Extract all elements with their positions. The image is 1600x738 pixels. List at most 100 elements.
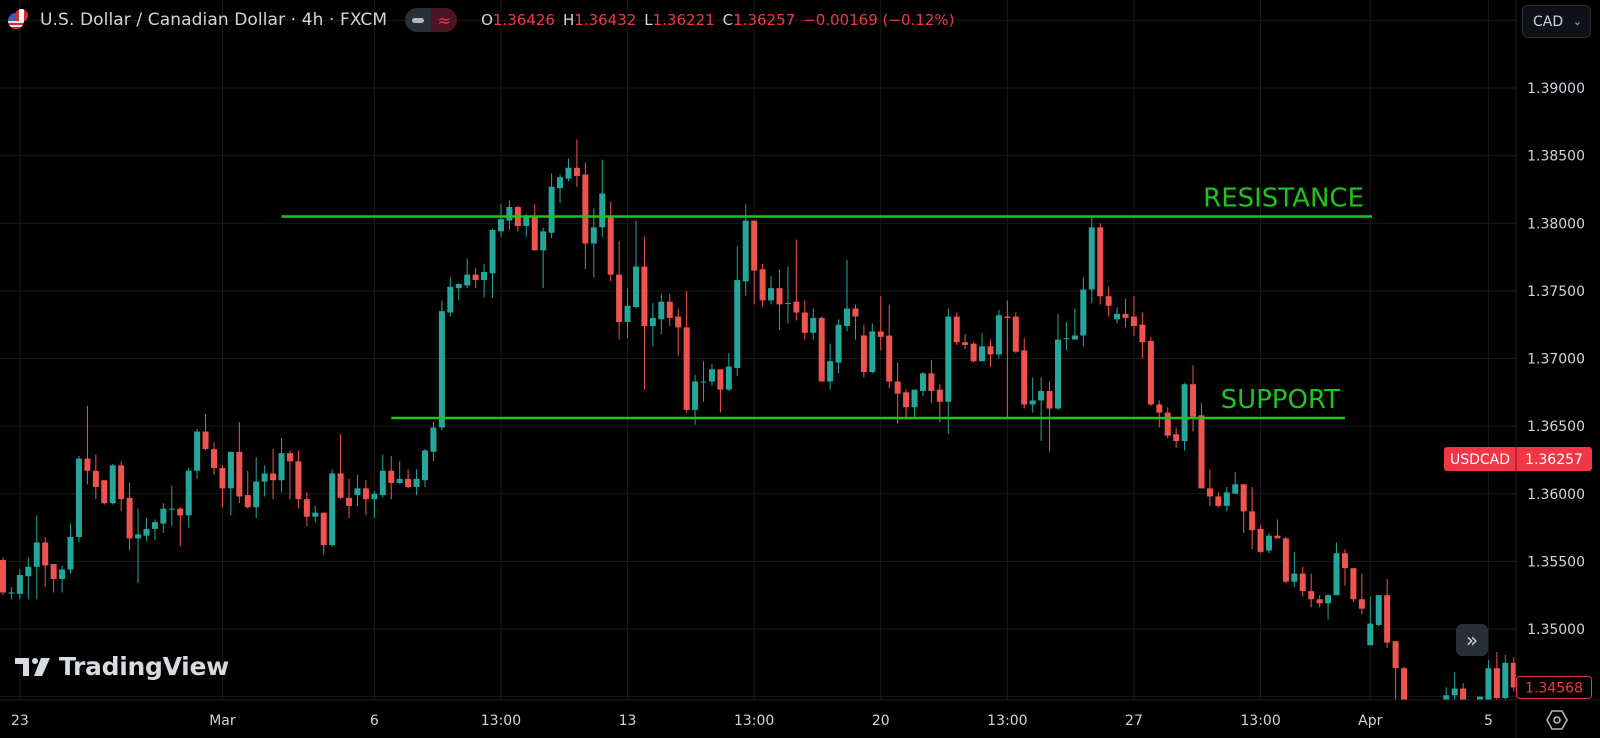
close-value: 1.36257 (733, 11, 796, 29)
candle (1156, 400, 1163, 428)
candle (1181, 382, 1188, 451)
us-ca-flag-icon (8, 9, 30, 31)
candle-body (894, 381, 901, 394)
chevron-down-icon: ⌄ (1572, 15, 1582, 28)
candle-body (658, 301, 665, 320)
candle-body (801, 312, 808, 333)
candle-body (751, 220, 758, 271)
candle (346, 478, 353, 519)
candle (430, 422, 437, 462)
candle (337, 434, 344, 500)
candle (607, 201, 614, 282)
price-tick-label: 1.37000 (1527, 352, 1585, 368)
candle (793, 239, 800, 321)
scroll-to-realtime-button[interactable]: » (1456, 624, 1488, 656)
candle (1358, 573, 1365, 615)
candle (1333, 542, 1340, 596)
candle (717, 369, 724, 413)
candle-body (430, 427, 437, 452)
time-tick-label: 23 (11, 713, 29, 729)
candle-body (337, 473, 344, 498)
candle-body (1282, 538, 1289, 582)
candle-body (118, 465, 125, 500)
candle (481, 263, 488, 298)
candle-body (1063, 338, 1070, 340)
time-tick-label: 5 (1484, 713, 1493, 729)
symbol-title[interactable]: U.S. Dollar / Canadian Dollar · 4h · FXC… (40, 10, 388, 30)
candle-body (599, 193, 606, 228)
approx-icon[interactable]: ≈ (431, 8, 458, 32)
candle (413, 469, 420, 496)
candle (1198, 403, 1205, 489)
candle (734, 246, 741, 377)
candle (1114, 307, 1121, 324)
candle (177, 507, 184, 547)
candle-body (1038, 390, 1045, 401)
candle (860, 324, 867, 378)
minus-icon[interactable] (405, 8, 432, 32)
candle (185, 468, 192, 528)
candle (987, 339, 994, 367)
candle (84, 405, 91, 485)
time-axis[interactable]: 23 Mar 6 13:00 13 13:00 20 13:00 27 13:00 Apr 5 (11, 713, 1493, 729)
indicator-toggle[interactable]: ≈ (405, 8, 458, 32)
candle-body (1156, 404, 1163, 413)
candle (388, 455, 395, 500)
candle-body (987, 346, 994, 355)
candle-body (1071, 335, 1078, 340)
candle-body (683, 327, 690, 410)
gear-icon[interactable] (1545, 708, 1569, 732)
candle (244, 470, 251, 509)
price-axis[interactable]: 1.39000 1.38500 1.38000 1.37500 1.37000 1.365… (1527, 81, 1585, 638)
candle-body (1012, 316, 1019, 352)
candle-body (1341, 553, 1348, 569)
candle-body (1046, 390, 1053, 409)
level-lines[interactable]: RESISTANCE SUPPORT (281, 183, 1372, 420)
candle-body (936, 389, 943, 402)
candle-body (1358, 599, 1365, 609)
candle (1105, 286, 1112, 317)
time-tick-label: Mar (209, 713, 236, 729)
candle (405, 469, 412, 489)
candle-body (928, 373, 935, 391)
candle-body (531, 216, 538, 251)
candle-body (776, 288, 783, 305)
candle-body (1130, 316, 1137, 327)
candle (751, 220, 758, 305)
candle (970, 342, 977, 363)
plot-area[interactable]: RESISTANCE SUPPORT (0, 0, 1517, 716)
time-tick-label: 13:00 (987, 713, 1027, 729)
candle-body (1460, 688, 1467, 700)
tradingview-logo[interactable]: TradingView (15, 652, 229, 681)
candle (371, 491, 378, 519)
time-tick-label: 20 (872, 713, 890, 729)
candle-body (759, 269, 766, 301)
time-tick-label: 13:00 (481, 713, 521, 729)
candle-body (692, 381, 699, 410)
candle-body (143, 528, 150, 536)
candle-body (413, 478, 420, 487)
currency-button[interactable]: CAD ⌄ (1522, 5, 1591, 38)
candle-body (1080, 289, 1087, 336)
candle-body (447, 286, 454, 313)
candle (295, 450, 302, 509)
time-tick-label: 13:00 (734, 713, 774, 729)
candle (1375, 595, 1382, 627)
candle-body (742, 220, 749, 282)
candle-body (1004, 316, 1011, 318)
logo-text: TradingView (59, 652, 229, 681)
candle-body (1105, 296, 1112, 306)
candle-body (1249, 511, 1256, 531)
candle-body (472, 274, 479, 281)
candle (320, 512, 327, 555)
candle (1316, 595, 1323, 608)
candle (75, 455, 82, 543)
candle (219, 465, 226, 508)
candle-body (633, 266, 639, 308)
candle-body (995, 315, 1002, 355)
candle-body (886, 335, 893, 382)
candle (1510, 657, 1516, 692)
candle-body (557, 177, 564, 189)
candle-body (700, 381, 707, 383)
